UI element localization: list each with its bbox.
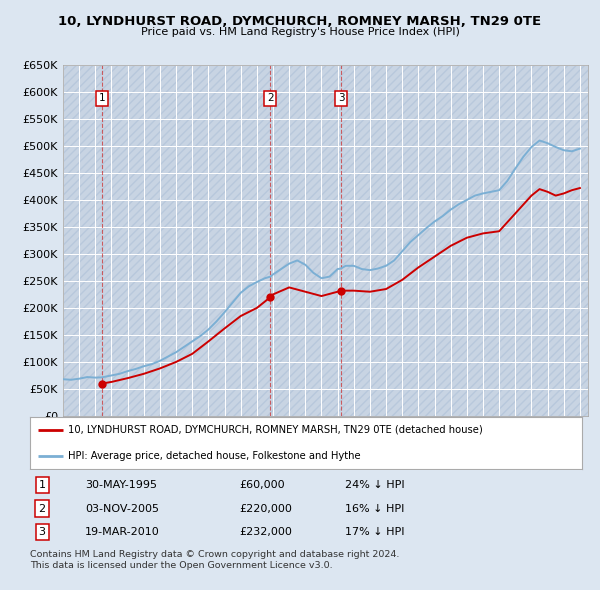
Text: 19-MAR-2010: 19-MAR-2010 (85, 527, 160, 537)
Text: 03-NOV-2005: 03-NOV-2005 (85, 504, 159, 513)
Text: 17% ↓ HPI: 17% ↓ HPI (344, 527, 404, 537)
Text: 3: 3 (338, 93, 344, 103)
Text: Price paid vs. HM Land Registry's House Price Index (HPI): Price paid vs. HM Land Registry's House … (140, 27, 460, 37)
Text: 16% ↓ HPI: 16% ↓ HPI (344, 504, 404, 513)
Text: £60,000: £60,000 (240, 480, 286, 490)
Text: 2: 2 (38, 504, 46, 513)
Text: 1: 1 (98, 93, 105, 103)
Text: 24% ↓ HPI: 24% ↓ HPI (344, 480, 404, 490)
Text: HPI: Average price, detached house, Folkestone and Hythe: HPI: Average price, detached house, Folk… (68, 451, 360, 461)
Text: £232,000: £232,000 (240, 527, 293, 537)
Text: 2: 2 (267, 93, 274, 103)
Text: 10, LYNDHURST ROAD, DYMCHURCH, ROMNEY MARSH, TN29 0TE: 10, LYNDHURST ROAD, DYMCHURCH, ROMNEY MA… (58, 15, 542, 28)
Text: This data is licensed under the Open Government Licence v3.0.: This data is licensed under the Open Gov… (30, 560, 332, 569)
Text: 3: 3 (38, 527, 46, 537)
Text: 10, LYNDHURST ROAD, DYMCHURCH, ROMNEY MARSH, TN29 0TE (detached house): 10, LYNDHURST ROAD, DYMCHURCH, ROMNEY MA… (68, 425, 482, 435)
Text: 30-MAY-1995: 30-MAY-1995 (85, 480, 157, 490)
Text: £220,000: £220,000 (240, 504, 293, 513)
Text: Contains HM Land Registry data © Crown copyright and database right 2024.: Contains HM Land Registry data © Crown c… (30, 550, 400, 559)
Text: 1: 1 (38, 480, 46, 490)
